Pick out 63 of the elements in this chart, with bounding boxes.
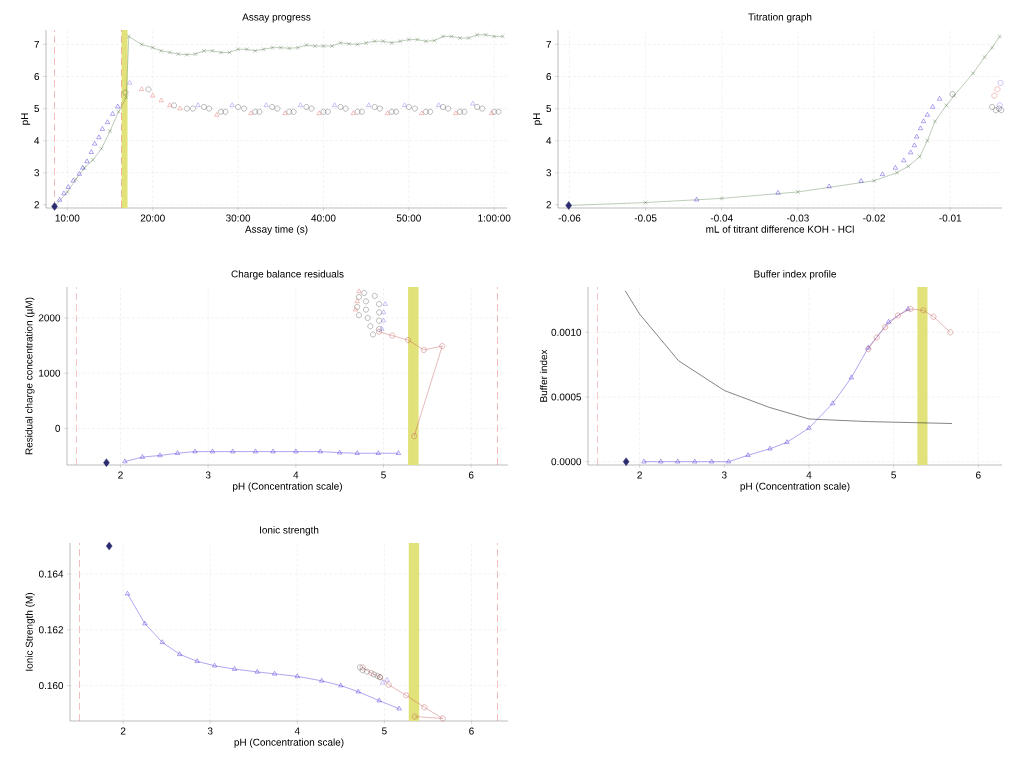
y-tick-label: 5 bbox=[34, 105, 40, 113]
y-tick-label: 7 bbox=[546, 41, 551, 48]
y-tick-label: 0 bbox=[55, 424, 61, 432]
x-tick-label: 20:00 bbox=[140, 214, 165, 222]
x-tick-label: 3 bbox=[207, 727, 213, 735]
x-axis-title: pH (Concentration scale) bbox=[234, 738, 344, 748]
y-axis-title: pH bbox=[533, 113, 543, 125]
y-tick-label: 0.0005 bbox=[551, 393, 582, 401]
x-tick-label: 5 bbox=[381, 471, 386, 479]
x-tick-label: -0.02 bbox=[863, 214, 885, 222]
x-tick-label: -0.05 bbox=[634, 214, 657, 222]
y-tick-label: 2000 bbox=[38, 314, 61, 322]
y-axis-title: Buffer index bbox=[539, 349, 548, 402]
y-tick-label: 0.162 bbox=[38, 626, 63, 634]
x-tick-label: 50:00 bbox=[396, 214, 421, 222]
x-tick-label: 5 bbox=[891, 471, 896, 479]
x-axis-title: Assay time (s) bbox=[244, 225, 308, 235]
y-tick-label: 3 bbox=[546, 169, 552, 177]
x-tick-label: 3 bbox=[205, 471, 211, 479]
x-tick-label: 30:00 bbox=[226, 214, 251, 222]
y-tick-label: 6 bbox=[546, 72, 552, 81]
y-tick-label: 5 bbox=[546, 105, 552, 113]
chart-title: Ionic strength bbox=[260, 526, 319, 536]
chart-title: Charge balance residuals bbox=[231, 270, 344, 280]
x-axis-title: mL of titrant difference KOH - HCl bbox=[706, 225, 854, 233]
x-axis-title: pH (Concentration scale) bbox=[740, 482, 850, 492]
x-axis-title: pH (Concentration scale) bbox=[233, 482, 342, 492]
x-tick-label: 2 bbox=[118, 471, 123, 479]
x-tick-label: 2 bbox=[637, 471, 642, 479]
y-tick-label: 0.0000 bbox=[551, 458, 582, 466]
y-tick-label: 3 bbox=[34, 169, 40, 177]
chart-title: Titration graph bbox=[748, 13, 812, 23]
y-tick-label: 2 bbox=[34, 201, 39, 209]
y-axis-title: Ionic Strength (M) bbox=[25, 593, 35, 671]
x-tick-label: 5 bbox=[382, 727, 387, 735]
x-tick-label: -0.01 bbox=[939, 214, 962, 222]
y-axis-title: pH bbox=[21, 113, 31, 125]
y-tick-label: 0.160 bbox=[38, 682, 64, 690]
x-tick-label: -0.03 bbox=[786, 214, 809, 222]
x-tick-label: 2 bbox=[120, 727, 126, 735]
x-tick-label: 6 bbox=[468, 471, 474, 479]
y-tick-label: 4 bbox=[546, 137, 552, 145]
x-tick-label: 6 bbox=[976, 471, 981, 479]
y-axis-title: Residual charge concentration (µM) bbox=[25, 297, 35, 455]
chart-title: Buffer index profile bbox=[754, 270, 836, 280]
x-tick-label: 40:00 bbox=[311, 214, 336, 222]
y-tick-label: 6 bbox=[34, 72, 40, 81]
x-tick-label: 1:00:00 bbox=[478, 214, 511, 222]
x-tick-label: 6 bbox=[469, 727, 474, 735]
x-tick-label: -0.04 bbox=[710, 214, 733, 222]
y-tick-label: 0.164 bbox=[38, 570, 64, 578]
chart-title: Assay progress bbox=[242, 13, 311, 23]
x-tick-label: 10:00 bbox=[55, 214, 80, 222]
y-tick-label: 7 bbox=[34, 41, 39, 48]
x-tick-label: 3 bbox=[721, 471, 727, 479]
x-tick-label: 4 bbox=[806, 471, 812, 479]
y-tick-label: 4 bbox=[34, 137, 40, 145]
y-tick-label: 2 bbox=[546, 201, 551, 209]
x-tick-label: 4 bbox=[294, 727, 300, 735]
x-tick-label: -0.06 bbox=[558, 214, 581, 222]
y-tick-label: 0.0010 bbox=[551, 328, 582, 336]
y-tick-label: 1000 bbox=[39, 369, 61, 377]
x-tick-label: 4 bbox=[293, 471, 299, 479]
